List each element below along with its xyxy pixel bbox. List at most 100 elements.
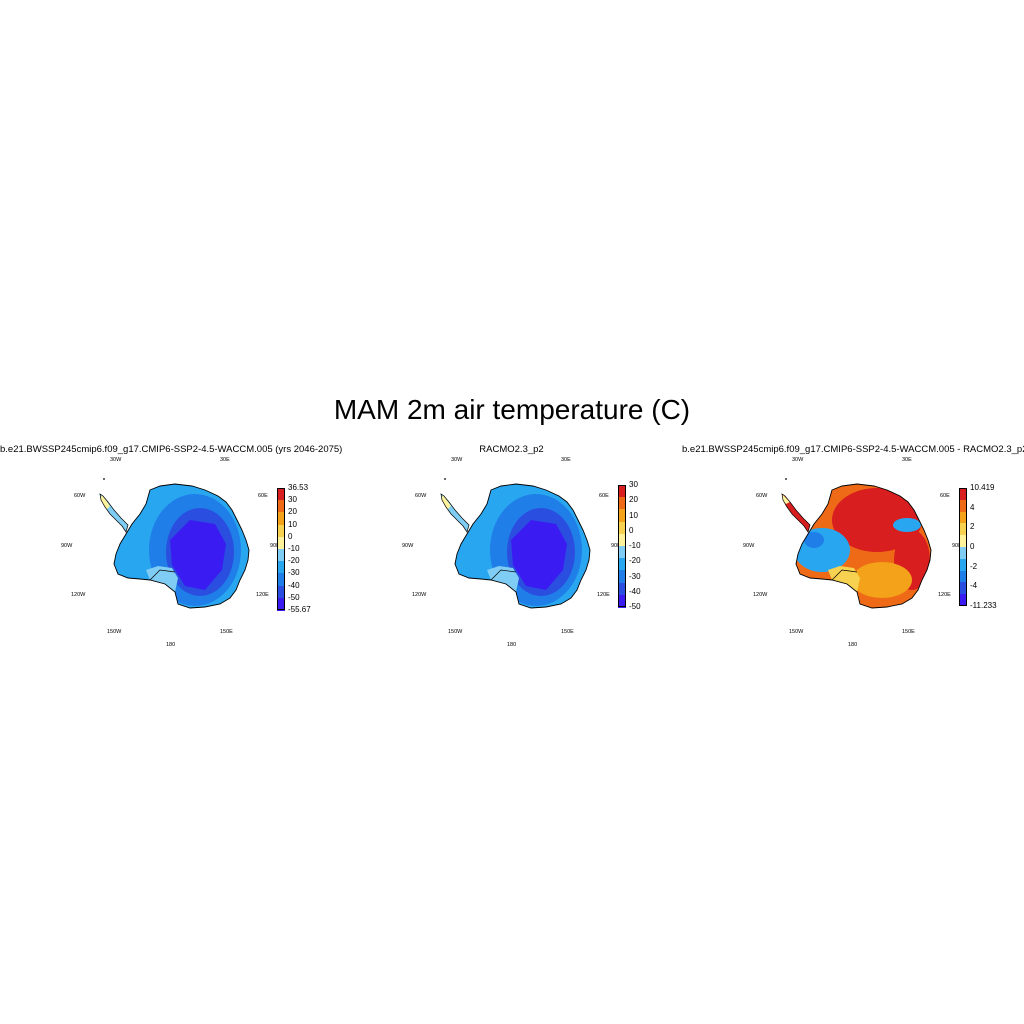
lon-label-60w: 60W bbox=[74, 493, 86, 499]
peninsula-tip bbox=[441, 495, 451, 510]
colorbar-tick-label: -2 bbox=[970, 561, 978, 571]
colorbar-frame bbox=[277, 488, 285, 610]
lon-label-120w: 120W bbox=[412, 592, 427, 598]
lon-label-30w: 30W bbox=[451, 457, 463, 463]
lon-label-120e: 120E bbox=[938, 592, 951, 598]
peninsula-coastline bbox=[440, 493, 470, 533]
peninsula-coastline bbox=[99, 493, 129, 533]
ice-shelf-line bbox=[831, 569, 858, 581]
map-panel-racmo: RACMO2.3_p2 30W 30E 60W 60E 90W 90E 120W… bbox=[341, 440, 682, 655]
island-marker bbox=[103, 478, 105, 480]
lon-label-120e: 120E bbox=[597, 592, 610, 598]
continent-shading bbox=[99, 478, 250, 609]
colorbar-swatch bbox=[277, 536, 285, 550]
colorbar-swatch bbox=[618, 582, 626, 596]
lon-label-150e: 150E bbox=[561, 629, 574, 635]
colorbar-tick-label: -4 bbox=[970, 581, 978, 591]
lon-label-150w: 150W bbox=[107, 629, 122, 635]
colorbar-swatch bbox=[618, 570, 626, 584]
colorbar-tick-label: 0 bbox=[288, 531, 293, 541]
colorbar-swatch bbox=[277, 573, 285, 587]
colorbar-swatch bbox=[959, 594, 967, 607]
colorbar-swatch bbox=[618, 594, 626, 608]
lon-label-30w: 30W bbox=[110, 457, 122, 463]
antarctica-map bbox=[440, 478, 591, 609]
lon-label-60e: 60E bbox=[940, 493, 950, 499]
colorbar: 36.53 30 20 10 0 -10 -20 -30 -40 -50 -55.67 bbox=[277, 484, 327, 614]
cool-zone-west bbox=[794, 528, 850, 572]
colorbar-frame bbox=[618, 485, 626, 607]
colorbar-swatch bbox=[277, 585, 285, 599]
colorbar-tick-label: -10 bbox=[629, 541, 641, 550]
colorbar-tick-label: -50 bbox=[288, 592, 300, 602]
colorbar-tick-label: -40 bbox=[288, 580, 300, 590]
colorbar-swatch bbox=[959, 511, 967, 524]
colorbar-tick-label: 36.53 bbox=[288, 483, 309, 492]
cool-core-west bbox=[804, 532, 824, 548]
coastline bbox=[113, 483, 250, 609]
colorbar-swatch bbox=[618, 485, 626, 498]
colorbar-swatch bbox=[618, 558, 626, 572]
colorbar-swatch bbox=[277, 561, 285, 575]
lon-label-30w: 30W bbox=[792, 457, 804, 463]
lon-label-90w: 90W bbox=[743, 543, 755, 549]
panel-title: b.e21.BWSSP245cmip6.f09_g17.CMIP6-SSP2-4… bbox=[0, 444, 343, 455]
colorbar-tick-label: -20 bbox=[288, 556, 300, 566]
colorbar-tick-label: 10 bbox=[288, 519, 297, 529]
lon-label-120e: 120E bbox=[256, 592, 269, 598]
lon-label-90e: 90E bbox=[952, 543, 962, 549]
colorbar-tick-label: -30 bbox=[629, 571, 641, 581]
colorbar-swatch bbox=[277, 524, 285, 538]
ross-zone bbox=[487, 566, 519, 592]
colorbar-swatch bbox=[618, 546, 626, 559]
colorbar-swatch bbox=[618, 521, 626, 535]
lon-label-90e: 90E bbox=[270, 543, 280, 549]
colorbar-frame bbox=[959, 488, 967, 606]
lon-label-150w: 150W bbox=[448, 629, 463, 635]
peninsula-tip bbox=[782, 494, 790, 504]
lon-label-120w: 120W bbox=[71, 592, 86, 598]
lon-label-90w: 90W bbox=[402, 543, 414, 549]
lon-label-150e: 150E bbox=[902, 629, 915, 635]
colorbar-tick-label: 2 bbox=[970, 522, 975, 532]
lon-label-90e: 90E bbox=[611, 543, 621, 549]
colorbar-swatch bbox=[959, 523, 967, 536]
antarctica-map bbox=[99, 478, 250, 609]
lon-label-60e: 60E bbox=[599, 493, 609, 499]
colorbar-swatch bbox=[959, 547, 967, 559]
colorbar: 10.419 4 2 0 -2 -4 -11.233 bbox=[959, 484, 1009, 610]
lon-label-120w: 120W bbox=[753, 592, 768, 598]
lon-label-150e: 150E bbox=[220, 629, 233, 635]
colorbar-tick-label: -40 bbox=[629, 586, 641, 596]
colorbar-swatch bbox=[277, 549, 285, 562]
peninsula-coastline bbox=[781, 493, 811, 533]
lon-label-150w: 150W bbox=[789, 629, 804, 635]
colorbar-swatch bbox=[959, 582, 967, 595]
peninsula-zone bbox=[782, 494, 810, 532]
cool-zone-east bbox=[893, 518, 921, 532]
colorbar-tick-label: -11.233 bbox=[970, 601, 997, 610]
figure-title: MAM 2m air temperature (C) bbox=[333, 394, 691, 425]
plateau-core bbox=[170, 520, 226, 590]
colorbar-swatch bbox=[277, 512, 285, 526]
colorbar-tick-label: -50 bbox=[629, 602, 641, 611]
colorbar-tick-label: -10 bbox=[288, 544, 300, 553]
colorbar: 30 20 10 0 -10 -20 -30 -40 -50 bbox=[618, 481, 668, 611]
lon-label-30e: 30E bbox=[902, 457, 912, 463]
island-marker bbox=[785, 478, 787, 480]
plateau-core bbox=[511, 520, 567, 590]
ice-shelf-line bbox=[149, 569, 176, 581]
coastline bbox=[795, 483, 932, 609]
colorbar-tick-label: 10.419 bbox=[970, 483, 995, 492]
panel-title: RACMO2.3_p2 bbox=[479, 444, 544, 455]
colorbar-tick-label: 20 bbox=[629, 495, 638, 505]
colorbar-tick-label: 0 bbox=[629, 525, 634, 535]
colorbar-swatch bbox=[959, 535, 967, 548]
colorbar-swatch bbox=[959, 570, 967, 583]
colorbar-swatch bbox=[959, 488, 967, 500]
colorbar-tick-label: 10 bbox=[629, 510, 638, 520]
colorbar-swatch bbox=[277, 488, 285, 501]
colorbar-tick-label: 20 bbox=[288, 507, 297, 517]
colorbar-swatch bbox=[618, 497, 626, 511]
island-marker bbox=[444, 478, 446, 480]
